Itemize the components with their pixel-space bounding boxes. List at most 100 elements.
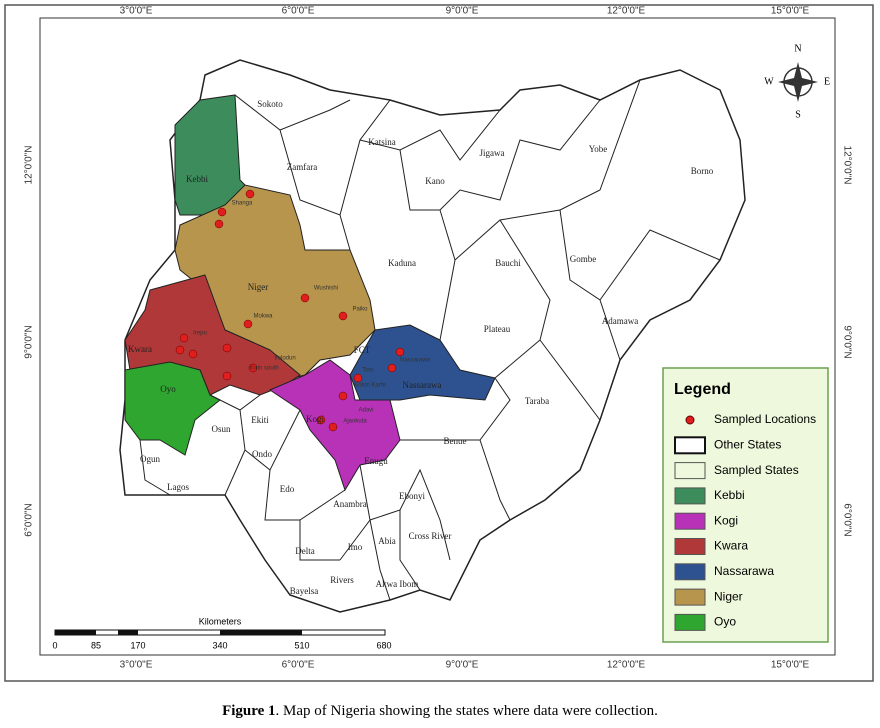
state-label: Edo bbox=[280, 484, 295, 494]
state-label: Ekiti bbox=[251, 415, 269, 425]
sample-dot bbox=[245, 189, 255, 199]
state-label: Osun bbox=[211, 424, 231, 434]
legend-swatch bbox=[674, 436, 706, 455]
sample-dot bbox=[175, 345, 185, 355]
scale-seg bbox=[220, 630, 302, 635]
state-label: Lagos bbox=[167, 482, 189, 492]
state-label: Benue bbox=[444, 436, 467, 446]
legend-label: Niger bbox=[714, 589, 743, 603]
sample-dot bbox=[188, 349, 198, 359]
sample-dot bbox=[328, 422, 338, 432]
state-label: Kaduna bbox=[388, 258, 416, 268]
sample-dots bbox=[175, 189, 405, 432]
legend-label: Kebbi bbox=[714, 488, 745, 502]
legend-label: Nassarawa bbox=[714, 564, 774, 578]
y-coord-label: 12°0'0"N bbox=[24, 146, 35, 185]
compass-s: S bbox=[795, 109, 801, 120]
legend-swatch bbox=[674, 563, 706, 581]
place-label: Ifelodun bbox=[274, 356, 295, 362]
legend-label: Sampled Locations bbox=[714, 412, 816, 426]
scale-bar: Kilometers bbox=[54, 616, 386, 636]
place-label: Wushishi bbox=[314, 286, 338, 292]
state-label: Adamawa bbox=[602, 316, 638, 326]
scale-seg bbox=[55, 630, 96, 635]
legend-label: Kwara bbox=[714, 539, 748, 553]
sample-dot bbox=[214, 219, 224, 229]
state-label: Kogi bbox=[306, 414, 324, 424]
sample-dot bbox=[300, 293, 310, 303]
scale-tick-label: 85 bbox=[91, 640, 101, 650]
y-coord-label: 6°0'0"N bbox=[841, 503, 852, 536]
legend-label: Sampled States bbox=[714, 463, 799, 477]
scale-tick-label: 680 bbox=[376, 640, 391, 650]
place-label: Irepo bbox=[193, 331, 207, 337]
x-coord-label: 9°0'0"E bbox=[446, 6, 479, 17]
state-label: Katsina bbox=[368, 137, 396, 147]
state-label: Oyo bbox=[160, 384, 176, 394]
state-label: Bayelsa bbox=[290, 586, 319, 596]
x-coord-label: 9°0'0"E bbox=[446, 660, 479, 671]
x-coord-label: 15°0'0"E bbox=[771, 6, 810, 17]
scale-tick-label: 510 bbox=[294, 640, 309, 650]
legend-swatch bbox=[685, 415, 695, 425]
x-coord-label: 3°0'0"E bbox=[120, 6, 153, 17]
sample-dot bbox=[387, 363, 397, 373]
sample-dot bbox=[316, 415, 326, 425]
state-label: Jigawa bbox=[480, 148, 505, 158]
state-label: Plateau bbox=[484, 324, 511, 334]
state-label: Enugu bbox=[364, 456, 388, 466]
y-coord-label: 9°0'0"N bbox=[24, 325, 35, 358]
legend-swatch bbox=[674, 538, 706, 555]
state-label: Rivers bbox=[330, 575, 354, 585]
state-label: Kano bbox=[425, 176, 445, 186]
scale-tick-label: 170 bbox=[130, 640, 145, 650]
x-coord-label: 12°0'0"E bbox=[607, 660, 646, 671]
caption-text: . Map of Nigeria showing the states wher… bbox=[276, 703, 658, 719]
y-coord-label: 9°0'0"N bbox=[841, 325, 852, 358]
place-label: Ajaokuta bbox=[343, 419, 367, 425]
state-label: Abia bbox=[378, 536, 396, 546]
sample-dot bbox=[217, 207, 227, 217]
state-label: Akwa Ibom bbox=[376, 579, 419, 589]
compass-n: N bbox=[794, 43, 801, 54]
sample-dot bbox=[338, 311, 348, 321]
state-label: Borno bbox=[691, 166, 714, 176]
sample-dot bbox=[248, 363, 258, 373]
state-label: Taraba bbox=[525, 396, 549, 406]
place-label: Ilorin south bbox=[249, 366, 278, 372]
state-label: Bauchi bbox=[495, 258, 521, 268]
state-label: Anambra bbox=[333, 499, 367, 509]
legend-swatch bbox=[674, 462, 706, 480]
place-label: Nassarawa bbox=[400, 358, 431, 364]
place-label: Koton Karfe bbox=[354, 383, 386, 389]
state-label: Nassarawa bbox=[403, 380, 442, 390]
caption-label: Figure 1 bbox=[222, 703, 275, 719]
state-label: Imo bbox=[348, 542, 363, 552]
state-label: Niger bbox=[248, 282, 269, 292]
sample-dot bbox=[395, 347, 405, 357]
compass: N S E W bbox=[764, 43, 830, 120]
legend-label: Kogi bbox=[714, 513, 738, 527]
compass-w: W bbox=[764, 76, 774, 87]
legend-label: Other States bbox=[714, 437, 781, 451]
place-label: Shanga bbox=[232, 201, 253, 207]
scale-seg bbox=[118, 630, 138, 635]
sample-dot bbox=[222, 343, 232, 353]
state-boundaries bbox=[139, 79, 721, 601]
state-label: Sokoto bbox=[257, 99, 283, 109]
x-coord-label: 12°0'0"E bbox=[607, 6, 646, 17]
scale-title: Kilometers bbox=[199, 616, 242, 626]
legend-swatch bbox=[674, 512, 706, 530]
place-label: Toto bbox=[362, 368, 374, 374]
x-coord-label: 6°0'0"E bbox=[282, 6, 315, 17]
state-label: Kwara bbox=[128, 344, 152, 354]
state-label: Cross River bbox=[409, 531, 452, 541]
sample-dot bbox=[179, 333, 189, 343]
legend-swatch bbox=[674, 588, 706, 606]
scale-tick-label: 0 bbox=[52, 640, 57, 650]
legend-swatch bbox=[674, 613, 706, 631]
state-label: Zamfara bbox=[287, 162, 317, 172]
state-label: Ogun bbox=[140, 454, 160, 464]
place-label: Adavi bbox=[358, 408, 373, 414]
